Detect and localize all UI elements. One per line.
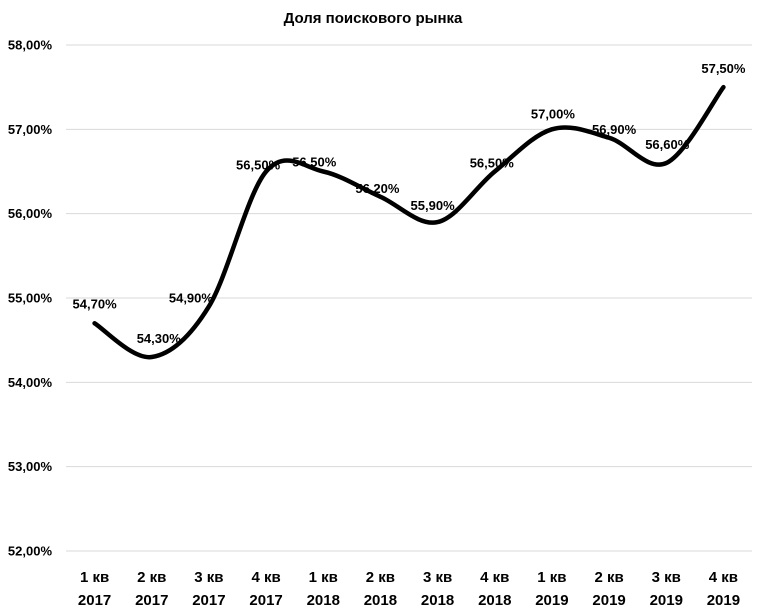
data-label: 55,90% — [411, 198, 456, 213]
y-axis-ticks: 52,00% 53,00% 54,00% 55,00% 56,00% 57,00% 58,0… — [8, 38, 53, 559]
data-label: 56,60% — [645, 137, 690, 152]
x-tick-label-year: 2019 — [707, 592, 740, 609]
data-label: 57,00% — [531, 106, 576, 121]
y-tick-label: 56,00% — [8, 206, 53, 221]
y-tick-label: 52,00% — [8, 544, 53, 559]
x-tick-label-year: 2017 — [249, 592, 282, 609]
series-line — [92, 84, 726, 360]
chart-title: Доля поискового рынка — [284, 10, 463, 27]
data-label: 56,90% — [592, 122, 637, 137]
data-label: 56,20% — [355, 181, 400, 196]
x-tick-label-year: 2018 — [307, 592, 340, 609]
data-label: 56,50% — [470, 156, 515, 171]
y-tick-label: 55,00% — [8, 291, 53, 306]
data-label: 54,30% — [137, 331, 182, 346]
x-tick-label-quarter: 2 кв — [366, 569, 395, 586]
x-tick-label-quarter: 2 кв — [137, 569, 166, 586]
x-tick-label-year: 2017 — [135, 592, 168, 609]
data-label: 57,50% — [701, 61, 746, 76]
x-tick-label-year: 2018 — [364, 592, 397, 609]
y-tick-label: 57,00% — [8, 122, 53, 137]
x-tick-label-quarter: 3 кв — [652, 569, 681, 586]
x-tick-label-quarter: 3 кв — [423, 569, 452, 586]
x-tick-label-quarter: 4 кв — [480, 569, 509, 586]
x-tick-label-year: 2017 — [78, 592, 111, 609]
y-tick-label: 54,00% — [8, 375, 53, 390]
y-tick-label: 58,00% — [8, 38, 53, 53]
x-tick-label-year: 2017 — [192, 592, 225, 609]
series-line-group — [92, 84, 726, 360]
x-tick-label-year: 2019 — [592, 592, 625, 609]
x-tick-label-year: 2018 — [478, 592, 511, 609]
x-tick-label-quarter: 4 кв — [251, 569, 280, 586]
data-label: 56,50% — [236, 158, 281, 173]
x-tick-label-quarter: 1 кв — [537, 569, 566, 586]
y-tick-label: 53,00% — [8, 459, 53, 474]
data-label: 54,90% — [169, 290, 214, 305]
x-tick-label-year: 2019 — [535, 592, 568, 609]
data-labels: 54,70% 54,30% 54,90% 56,50% 56,50% 56,20% 55,9… — [73, 61, 746, 346]
x-axis-ticks: 1 кв 2017 2 кв 2017 3 кв 2017 4 кв 2017 1 кв 2018… — [78, 569, 740, 609]
data-label: 56,50% — [292, 155, 337, 170]
x-tick-label-quarter: 3 кв — [194, 569, 223, 586]
x-tick-label-year: 2019 — [650, 592, 683, 609]
x-tick-label-quarter: 1 кв — [80, 569, 109, 586]
x-tick-label-quarter: 1 кв — [309, 569, 338, 586]
x-tick-label-quarter: 4 кв — [709, 569, 738, 586]
x-tick-label-quarter: 2 кв — [594, 569, 623, 586]
data-label: 54,70% — [73, 296, 118, 311]
x-tick-label-year: 2018 — [421, 592, 454, 609]
